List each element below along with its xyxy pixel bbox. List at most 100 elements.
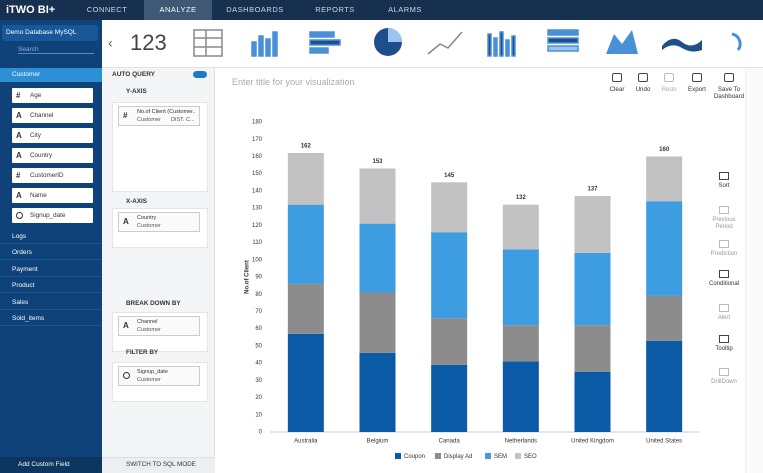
- field-chip[interactable]: [12, 128, 93, 143]
- tool-icon[interactable]: [719, 270, 729, 278]
- field-icon: A: [16, 191, 22, 200]
- right-rail: [745, 68, 763, 473]
- action-label[interactable]: Clear: [609, 86, 625, 93]
- action-label[interactable]: Export: [688, 86, 706, 93]
- field-chip[interactable]: [12, 208, 93, 223]
- nav-tab[interactable]: REPORTS: [315, 5, 355, 14]
- tool-label[interactable]: Conditional: [708, 281, 740, 287]
- item-sub: Customer: [137, 327, 161, 333]
- field-name: City: [30, 132, 41, 139]
- item-chip: [118, 316, 200, 336]
- tool-label[interactable]: Alert: [717, 315, 731, 321]
- bar-segment: [646, 201, 683, 296]
- nav-tab[interactable]: CONNECT: [86, 5, 128, 14]
- y-tick-label: 30: [255, 378, 262, 384]
- field-name: CustomerID: [30, 172, 64, 179]
- action-icon[interactable]: [638, 73, 648, 82]
- bar-segment: [431, 318, 468, 365]
- table-item[interactable]: Sold_items: [0, 312, 102, 326]
- legend-label: Coupon: [404, 454, 425, 460]
- chart: 0 10 20 30 40 50 60 70 80 90 100 110 120 130 140 150 160…: [245, 120, 700, 460]
- tool-icon[interactable]: [719, 368, 729, 376]
- nav-tab[interactable]: DASHBOARDS: [226, 5, 284, 14]
- field-chip[interactable]: [12, 188, 93, 203]
- item-name: No.of Client (Customer...: [137, 109, 195, 115]
- y-tick-label: 50: [255, 343, 262, 349]
- toggle[interactable]: [193, 71, 207, 78]
- tool-icon[interactable]: [719, 304, 729, 312]
- action-icon[interactable]: [664, 73, 674, 82]
- field-chip[interactable]: [12, 108, 93, 123]
- tool-icon[interactable]: [719, 206, 729, 214]
- action-icon[interactable]: [724, 73, 734, 82]
- tool-label[interactable]: DrillDown: [711, 379, 737, 385]
- y-tick-label: 80: [255, 292, 262, 298]
- add-field[interactable]: Add Custom Field: [18, 461, 70, 468]
- y-axis-label: No.of Client: [245, 260, 251, 294]
- action-icon[interactable]: [612, 73, 622, 82]
- item-icon: #: [123, 111, 128, 120]
- tool-label[interactable]: Prediction: [710, 251, 738, 257]
- item-agg: DIST. C...: [171, 117, 195, 123]
- bar-segment: [431, 182, 468, 233]
- scroll-left[interactable]: ‹: [108, 35, 113, 51]
- legend-label: SEO: [524, 454, 537, 460]
- field-name: Age: [30, 92, 42, 99]
- y-tick-label: 60: [255, 326, 262, 332]
- tool-label[interactable]: Tooltip: [715, 346, 733, 352]
- action-label[interactable]: Save To Dashboard: [713, 86, 745, 100]
- bar-segment: [502, 361, 539, 432]
- bar-segment: [287, 333, 324, 432]
- bar-segment: [646, 340, 683, 432]
- x-tick-label: Australia: [294, 439, 318, 445]
- item-name: Signup_date: [137, 369, 168, 375]
- field-chip[interactable]: [12, 88, 93, 103]
- total-label: 137: [587, 187, 598, 193]
- bar-segment: [574, 371, 611, 432]
- sql-mode[interactable]: SWITCH TO SQL MODE: [126, 461, 196, 468]
- item-icon: A: [123, 217, 129, 226]
- item-name: Country: [137, 215, 157, 221]
- x-tick-label: Canada: [439, 439, 461, 445]
- tool-icon[interactable]: [719, 240, 729, 248]
- action-icon[interactable]: [692, 73, 702, 82]
- table-item[interactable]: Product: [0, 279, 102, 293]
- tool-icon[interactable]: [719, 335, 729, 343]
- table-item[interactable]: Orders: [0, 246, 102, 260]
- table-item[interactable]: Payment: [0, 263, 102, 277]
- tool-label[interactable]: Sort: [718, 183, 730, 189]
- y-tick-label: 20: [255, 395, 262, 401]
- y-tick-label: 40: [255, 361, 262, 367]
- y-tick-label: 170: [252, 137, 263, 143]
- y-tick-label: 90: [255, 275, 262, 281]
- search-box[interactable]: Search: [18, 46, 94, 54]
- x-tick-label: United Kingdom: [571, 439, 614, 445]
- bar-segment: [287, 283, 324, 334]
- nav-tab[interactable]: ALARMS: [388, 5, 422, 14]
- bar-segment: [502, 325, 539, 362]
- table-item[interactable]: Logs: [0, 230, 102, 244]
- field-chip[interactable]: [12, 168, 93, 183]
- table-item[interactable]: Customer: [0, 68, 102, 82]
- section-title: Y-AXIS: [126, 88, 147, 95]
- action-label[interactable]: Undo: [635, 86, 651, 93]
- action-label[interactable]: Redo: [661, 86, 677, 93]
- chart-picker: [102, 20, 763, 68]
- nav-tab[interactable]: ANALYZE: [144, 0, 212, 20]
- clock-icon: [16, 212, 23, 219]
- y-tick-label: 140: [252, 188, 263, 194]
- database-select[interactable]: Demo Database MySQL: [2, 25, 98, 41]
- y-tick-label: 70: [255, 309, 262, 315]
- tool-label[interactable]: Previous Period: [712, 217, 736, 230]
- bar-segment: [287, 153, 324, 205]
- field-chip[interactable]: [12, 148, 93, 163]
- bar-segment: [431, 232, 468, 319]
- tool-icon[interactable]: [719, 172, 729, 180]
- field-name: Channel: [30, 112, 54, 119]
- table-item[interactable]: Sales: [0, 296, 102, 310]
- field-icon: #: [16, 171, 21, 180]
- title-input[interactable]: Enter title for your visualization: [232, 77, 355, 87]
- y-tick-label: 160: [252, 154, 263, 160]
- bar-segment: [646, 295, 683, 341]
- big-number[interactable]: 123: [130, 30, 167, 55]
